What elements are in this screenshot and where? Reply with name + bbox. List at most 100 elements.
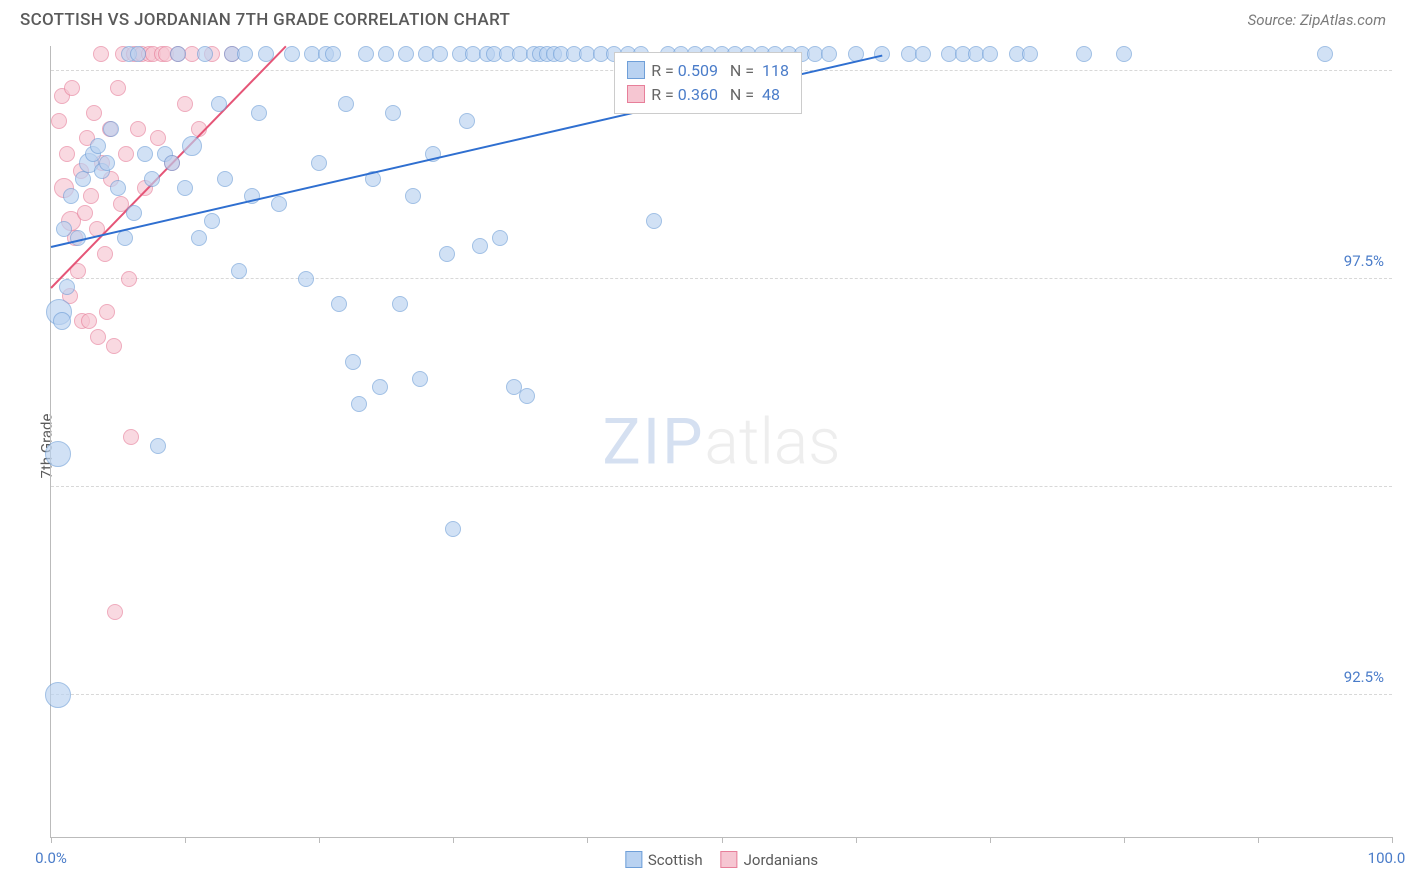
data-point: [121, 271, 137, 287]
legend-item: Scottish: [625, 851, 703, 869]
chart-title: SCOTTISH VS JORDANIAN 7TH GRADE CORRELAT…: [20, 10, 510, 30]
data-point: [182, 136, 202, 156]
data-point: [83, 188, 99, 204]
data-point: [150, 130, 166, 146]
data-point: [405, 188, 421, 204]
data-point: [271, 196, 287, 212]
data-point: [93, 46, 109, 62]
data-point: [118, 146, 134, 162]
data-point: [59, 279, 75, 295]
legend-item: Jordanians: [721, 851, 819, 869]
data-point: [51, 113, 67, 129]
data-point: [472, 238, 488, 254]
x-tick: [1124, 837, 1125, 843]
data-point: [86, 105, 102, 121]
data-point: [231, 263, 247, 279]
data-point: [45, 682, 71, 708]
data-point: [45, 441, 71, 467]
data-point: [53, 312, 71, 330]
data-point: [130, 46, 146, 62]
data-point: [519, 388, 535, 404]
data-point: [177, 96, 193, 112]
series-legend: Scottish Jordanians: [625, 851, 818, 869]
data-point: [298, 271, 314, 287]
x-tick: [1392, 837, 1393, 843]
r-value: 0.360: [678, 85, 718, 104]
x-tick-label: 100.0%: [1368, 849, 1406, 867]
watermark-zip: ZIP: [602, 404, 704, 479]
data-point: [103, 121, 119, 137]
data-point: [821, 46, 837, 62]
data-point: [338, 96, 354, 112]
data-point: [77, 205, 93, 221]
data-point: [177, 180, 193, 196]
source-label: Source: ZipAtlas.com: [1248, 11, 1386, 29]
data-point: [130, 121, 146, 137]
data-point: [492, 230, 508, 246]
data-point: [325, 46, 341, 62]
gridline: [51, 694, 1392, 695]
data-point: [75, 171, 91, 187]
legend-swatch: [721, 851, 738, 868]
legend-swatch: [627, 61, 645, 79]
data-point: [144, 171, 160, 187]
data-point: [164, 155, 180, 171]
data-point: [385, 105, 401, 121]
data-point: [874, 46, 890, 62]
data-point: [915, 46, 931, 62]
data-point: [982, 46, 998, 62]
data-point: [99, 155, 115, 171]
data-point: [191, 230, 207, 246]
data-point: [150, 438, 166, 454]
data-point: [81, 313, 97, 329]
data-point: [445, 521, 461, 537]
watermark-atlas: atlas: [705, 404, 841, 479]
y-tick-label: 97.5%: [1344, 252, 1384, 270]
data-point: [432, 46, 448, 62]
data-point: [646, 213, 662, 229]
data-point: [90, 138, 106, 154]
data-point: [258, 46, 274, 62]
x-tick: [319, 837, 320, 843]
data-point: [197, 46, 213, 62]
data-point: [99, 304, 115, 320]
gridline: [51, 278, 1392, 279]
x-tick: [1258, 837, 1259, 843]
x-tick: [51, 837, 52, 843]
data-point: [378, 46, 394, 62]
x-tick: [453, 837, 454, 843]
stats-legend: R = 0.509 N = 118R = 0.360 N = 48: [614, 52, 802, 114]
data-point: [351, 396, 367, 412]
plot-region: ZIPatlas 92.5%97.5%0.0%100.0%R = 0.509 N…: [50, 46, 1392, 838]
data-point: [439, 246, 455, 262]
stats-row: R = 0.360 N = 48: [627, 83, 789, 107]
data-point: [170, 46, 186, 62]
x-tick: [722, 837, 723, 843]
n-value: 118: [762, 61, 789, 80]
data-point: [398, 46, 414, 62]
data-point: [110, 180, 126, 196]
data-point: [107, 604, 123, 620]
data-point: [137, 146, 153, 162]
data-point: [64, 80, 80, 96]
data-point: [217, 171, 233, 187]
data-point: [1076, 46, 1092, 62]
data-point: [412, 371, 428, 387]
data-point: [59, 146, 75, 162]
x-tick: [856, 837, 857, 843]
data-point: [63, 188, 79, 204]
data-point: [331, 296, 347, 312]
data-point: [90, 329, 106, 345]
data-point: [392, 296, 408, 312]
data-point: [1317, 46, 1333, 62]
data-point: [311, 155, 327, 171]
data-point: [345, 354, 361, 370]
data-point: [237, 46, 253, 62]
data-point: [358, 46, 374, 62]
data-point: [1116, 46, 1132, 62]
data-point: [123, 429, 139, 445]
data-point: [211, 96, 227, 112]
legend-swatch: [627, 85, 645, 103]
x-tick: [587, 837, 588, 843]
data-point: [126, 205, 142, 221]
